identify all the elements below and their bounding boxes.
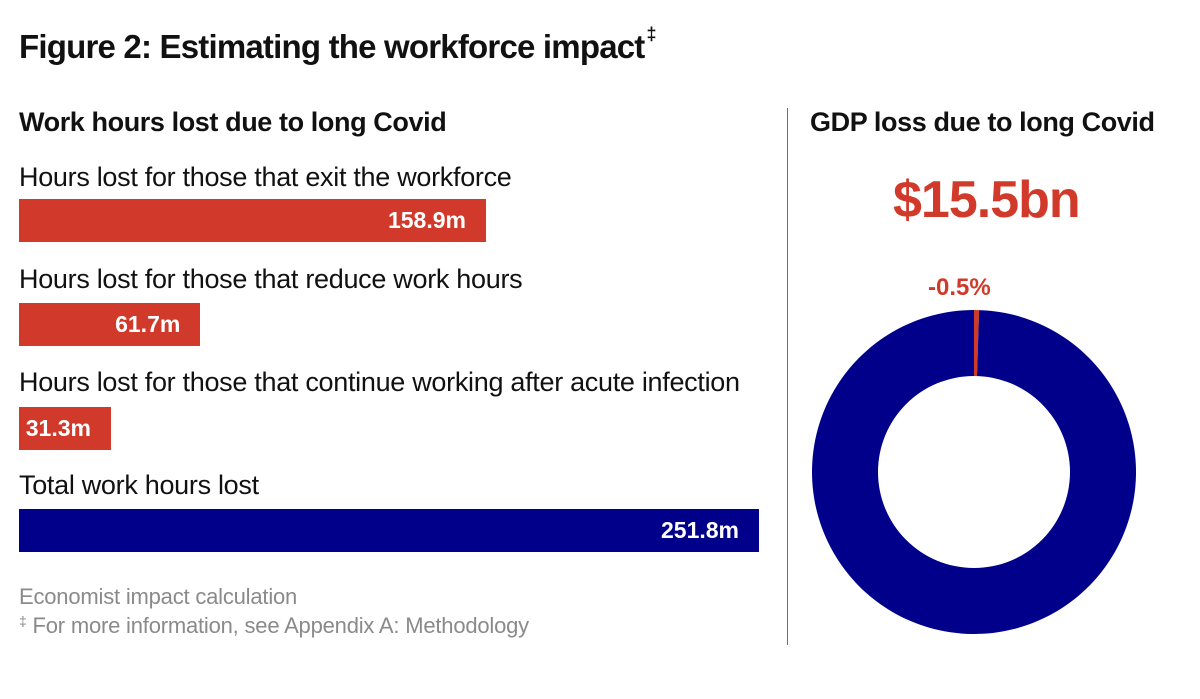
bar-value-reduce-hours: 61.7m [115,311,181,337]
footnote-text: For more information, see Appendix A: Me… [26,613,530,638]
figure-title-mark: ‡ [646,24,657,44]
source-note: Economist impact calculation [19,584,298,609]
bar-label-continue-working: Hours lost for those that continue worki… [19,367,740,397]
bar-total: 251.8m [19,509,759,552]
figure-title-text: Figure 2: Estimating the workforce impac… [19,28,645,65]
bar-value-exit-workforce: 158.9m [387,207,466,233]
bar-label-total: Total work hours lost [19,470,259,500]
panel-divider [787,108,788,645]
figure-title: Figure 2: Estimating the workforce impac… [19,24,657,66]
bar-reduce-hours: 61.7m [19,303,201,346]
bar-continue-working: 31.3m [19,407,111,450]
gdp-donut-chart [812,310,1136,634]
bar-value-total: 251.8m [660,517,739,543]
gdp-loss-value: $15.5bn [893,171,1081,229]
bar-value-continue-working: 31.3m [25,415,91,441]
footnote: ‡ For more information, see Appendix A: … [19,613,529,639]
donut-hole [878,376,1070,568]
bar-label-reduce-hours: Hours lost for those that reduce work ho… [19,264,523,294]
bar-chart-title: Work hours lost due to long Covid [19,107,447,137]
donut-slice-label: -0.5% [928,274,991,301]
bar-label-exit-workforce: Hours lost for those that exit the workf… [19,162,512,192]
footnote-mark: ‡ [19,613,27,629]
donut-chart-title: GDP loss due to long Covid [810,107,1155,137]
bar-exit-workforce: 158.9m [19,199,486,242]
